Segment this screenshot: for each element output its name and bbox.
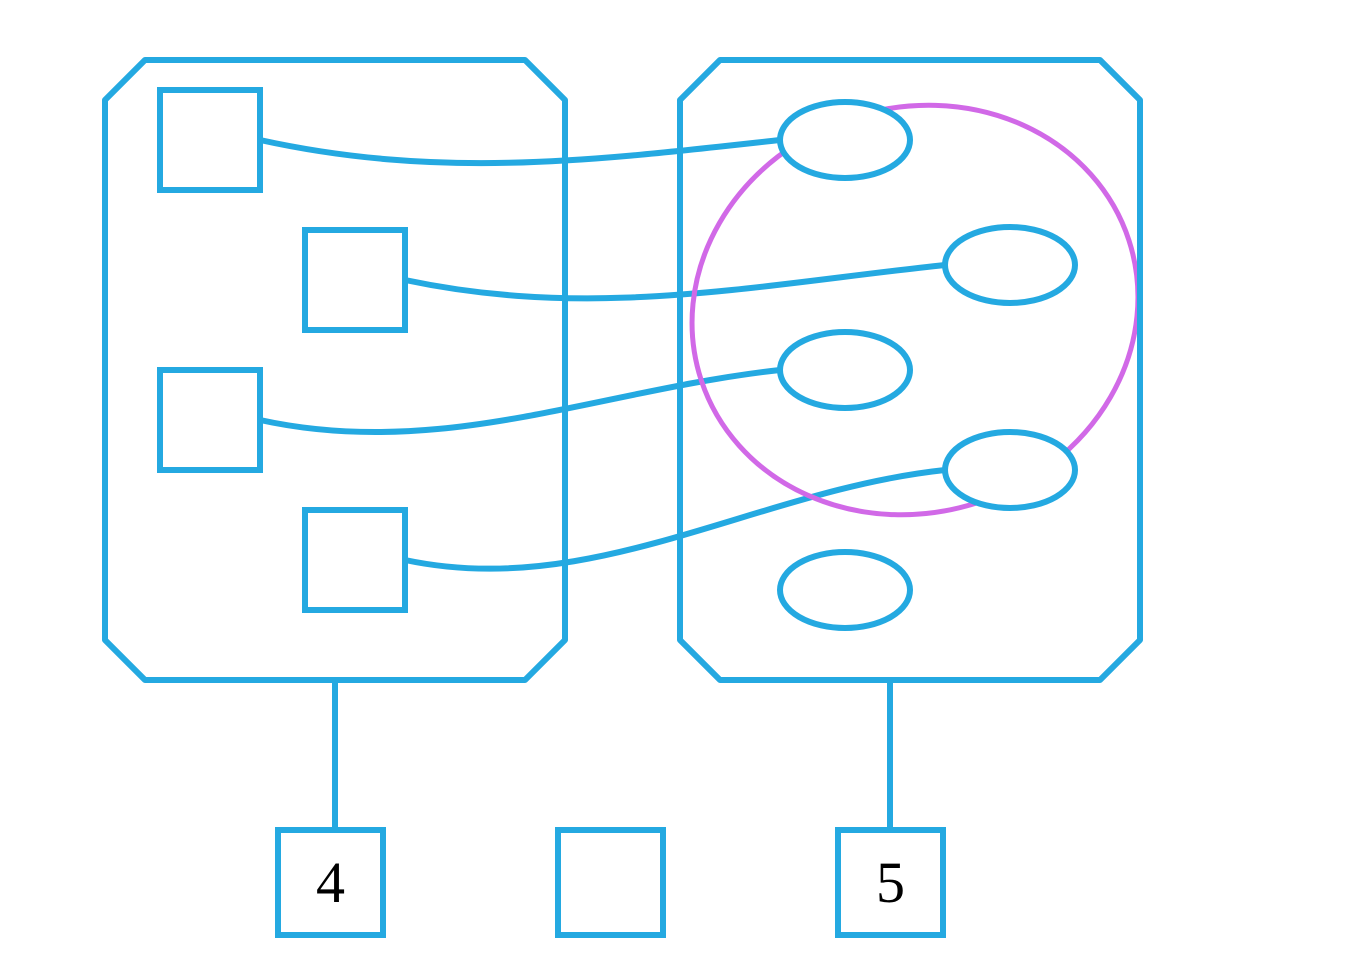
left-square-1 (160, 90, 260, 190)
right-ellipse-1 (780, 102, 910, 178)
link-2 (405, 265, 945, 298)
right-ellipse-5 (780, 552, 910, 628)
highlight-ellipse (638, 48, 1191, 572)
result-label-left: 4 (316, 850, 345, 915)
left-square-2 (305, 230, 405, 330)
right-ellipse-2 (945, 227, 1075, 303)
left-square-4 (305, 510, 405, 610)
result-label-right: 5 (876, 850, 905, 915)
diagram-canvas: 45 (0, 0, 1350, 957)
result-box-middle (558, 830, 663, 935)
left-square-3 (160, 370, 260, 470)
link-1 (260, 140, 780, 163)
right-ellipse-4 (945, 432, 1075, 508)
right-ellipse-3 (780, 332, 910, 408)
